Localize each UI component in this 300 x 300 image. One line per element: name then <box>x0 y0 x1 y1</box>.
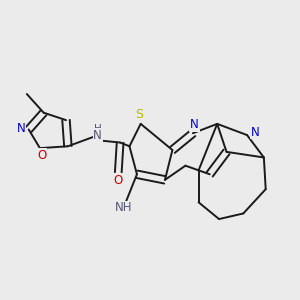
Text: N: N <box>190 118 199 131</box>
Text: O: O <box>113 174 122 187</box>
Text: N: N <box>251 126 260 139</box>
Text: N: N <box>93 129 102 142</box>
Text: H: H <box>94 124 102 134</box>
Text: S: S <box>136 108 143 121</box>
Text: N: N <box>17 122 26 135</box>
Text: O: O <box>38 149 47 162</box>
Text: NH: NH <box>115 201 133 214</box>
